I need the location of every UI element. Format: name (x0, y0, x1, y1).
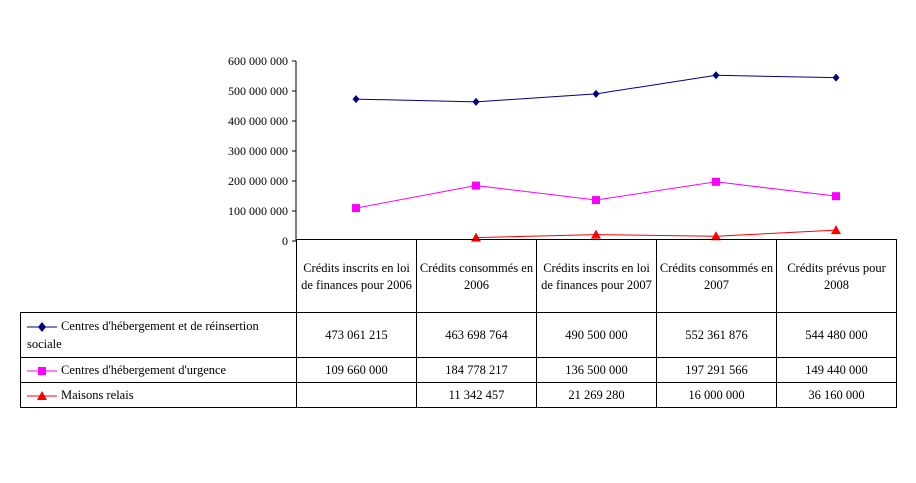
table-cell: 21 269 280 (536, 382, 657, 408)
category-header: Crédits prévus pour 2008 (776, 239, 897, 313)
y-tick-label: 100 000 000 (228, 204, 288, 218)
data-point-square (712, 177, 720, 186)
data-point-square (472, 181, 480, 190)
series-name: Maisons relais (61, 388, 134, 402)
table-row: Centres d'hébergement d'urgence 109 660 … (20, 357, 897, 383)
table-cell: 473 061 215 (296, 312, 417, 358)
category-header: Crédits inscrits en loi de finances pour… (536, 239, 657, 313)
data-point-triangle (831, 225, 841, 235)
data-point-diamond (472, 97, 480, 106)
series-line-3 (475, 229, 837, 239)
category-header: Crédits consommés en 2006 (416, 239, 537, 313)
table-cell: 552 361 876 (656, 312, 777, 358)
category-header: Crédits consommés en 2007 (656, 239, 777, 313)
table-cell: 11 342 457 (416, 382, 537, 408)
table-cell: 490 500 000 (536, 312, 657, 358)
table-row: Maisons relais 11 342 457 21 269 280 16 … (20, 382, 897, 408)
table-cell: 149 440 000 (776, 357, 897, 383)
category-header: Crédits inscrits en loi de finances pour… (296, 239, 417, 313)
series-line-2 (355, 181, 837, 209)
series-label: Centres d'hébergement d'urgence (20, 357, 297, 383)
legend-triangle-icon (27, 391, 57, 401)
y-tick-label: 200 000 000 (228, 174, 288, 188)
table-cell: 136 500 000 (536, 357, 657, 383)
data-point-diamond (832, 73, 840, 82)
y-tick-label: 500 000 000 (228, 84, 288, 98)
table-cell: 109 660 000 (296, 357, 417, 383)
series-label: Centres d'hébergement et de réinsertion … (20, 312, 297, 358)
series-line-1 (355, 74, 837, 103)
data-point-diamond (712, 71, 720, 80)
table-cell: 16 000 000 (656, 382, 777, 408)
data-point-square (352, 204, 360, 213)
table-cell: 184 778 217 (416, 357, 537, 383)
y-tick-label: 300 000 000 (228, 144, 288, 158)
table-cell: 197 291 566 (656, 357, 777, 383)
table-cell: 36 160 000 (776, 382, 897, 408)
data-point-diamond (592, 89, 600, 98)
data-point-square (832, 192, 840, 201)
series-name: Centres d'hébergement et de réinsertion … (27, 319, 259, 351)
data-point-diamond (352, 95, 360, 104)
data-table: Crédits inscrits en loi de finances pour… (20, 239, 897, 408)
series-label: Maisons relais (20, 382, 297, 408)
table-corner (20, 239, 297, 313)
table-cell: 463 698 764 (416, 312, 537, 358)
table-cell (296, 382, 417, 408)
legend-square-icon (27, 367, 57, 376)
data-point-square (592, 196, 600, 205)
table-row: Centres d'hébergement et de réinsertion … (20, 312, 897, 358)
legend-diamond-icon (27, 322, 57, 333)
y-tick-label: 400 000 000 (228, 114, 288, 128)
data-point-triangle (711, 231, 721, 241)
data-point-triangle (591, 229, 601, 239)
table-cell: 544 480 000 (776, 312, 897, 358)
table-header-row: Crédits inscrits en loi de finances pour… (20, 239, 897, 313)
y-tick-label: 600 000 000 (228, 54, 288, 68)
series-name: Centres d'hébergement d'urgence (61, 363, 227, 377)
